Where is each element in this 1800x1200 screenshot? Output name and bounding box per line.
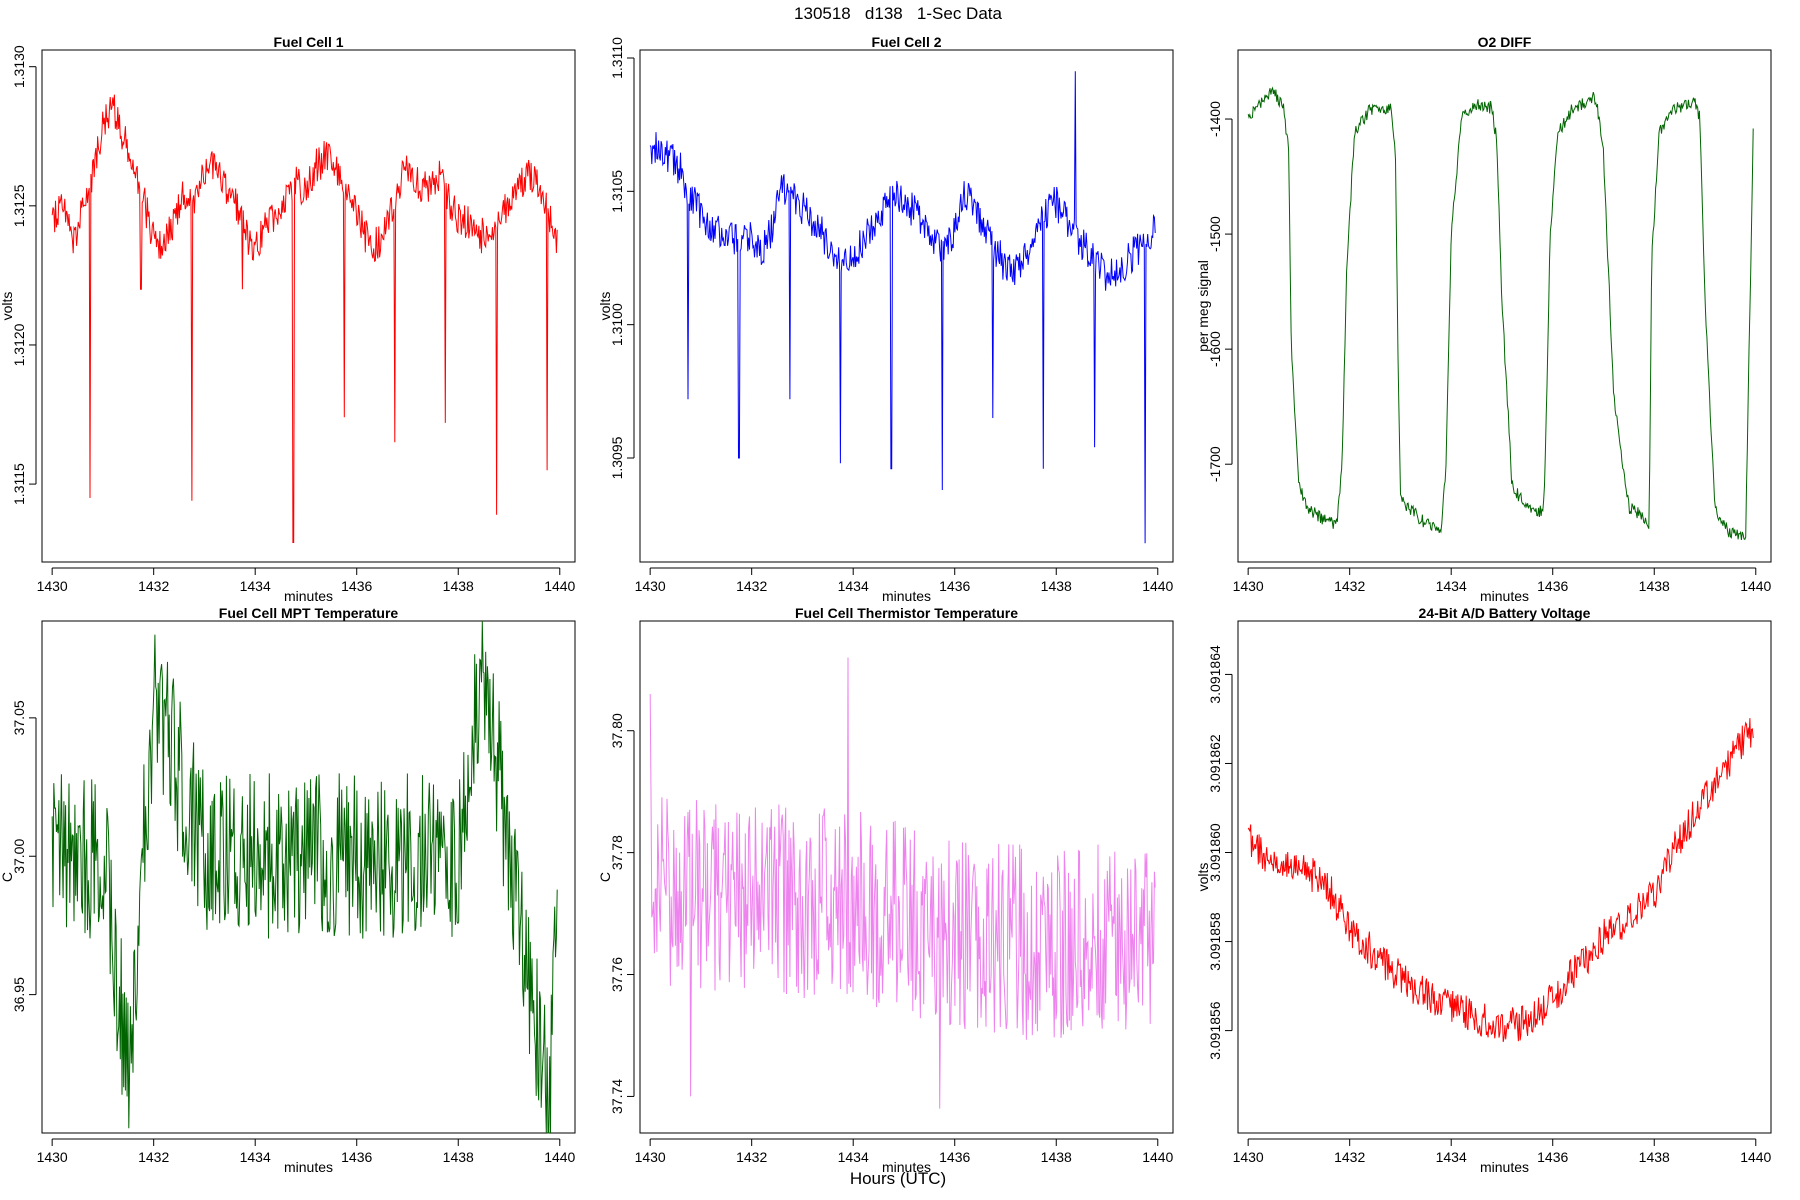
fuel-cell-1-y-tick-label: 1.3125	[11, 184, 27, 227]
fuel-cell-1-x-label: minutes	[284, 588, 333, 604]
fuel-cell-thermistor-temperature-y-tick-label: 37.74	[609, 1079, 625, 1114]
fuel-cell-thermistor-temperature-series-line	[649, 657, 1156, 1109]
fuel-cell-thermistor-temperature-x-tick-label: 1434	[838, 1149, 869, 1165]
fuel-cell-mpt-temperature-y-tick-label: 37.05	[11, 700, 27, 735]
fuel-cell-1-y-tick-label: 1.3115	[11, 463, 27, 505]
fuel-cell-thermistor-temperature-x-tick-label: 1436	[939, 1149, 970, 1165]
fuel-cell-2-x-tick-label: 1434	[838, 578, 869, 594]
24-bit-a-d-battery-voltage-frame	[1237, 620, 1772, 1134]
fuel-cell-mpt-temperature-x-tick-label: 1436	[341, 1149, 372, 1165]
fuel-cell-mpt-temperature-x-tick-label: 1432	[138, 1149, 169, 1165]
figure-bottom-label: Hours (UTC)	[850, 1169, 946, 1188]
fuel-cell-thermistor-temperature-y-label: C	[597, 872, 613, 882]
fuel-cell-thermistor-temperature-x-tick-label: 1430	[635, 1149, 666, 1165]
24-bit-a-d-battery-voltage-y-tick-label: 3.091864	[1207, 645, 1223, 704]
24-bit-a-d-battery-voltage-series-line	[1247, 718, 1754, 1042]
fuel-cell-mpt-temperature-x-tick-label: 1430	[37, 1149, 68, 1165]
24-bit-a-d-battery-voltage-x-tick-label: 1438	[1639, 1149, 1670, 1165]
fuel-cell-mpt-temperature-panel: Fuel Cell MPT Temperature 1430 1432 1434 143…	[0, 605, 576, 1175]
fuel-cell-mpt-temperature-x-tick-label: 1434	[240, 1149, 271, 1165]
fuel-cell-mpt-temperature-y-label: C	[0, 872, 15, 882]
fuel-cell-1-y-tick-label: 1.3120	[11, 323, 27, 366]
24-bit-a-d-battery-voltage-x-tick-label: 1432	[1334, 1149, 1365, 1165]
fuel-cell-1-x-tick-label: 1436	[341, 578, 372, 594]
24-bit-a-d-battery-voltage-x-label: minutes	[1480, 1159, 1529, 1175]
fuel-cell-1-x-tick-label: 1430	[37, 578, 68, 594]
fuel-cell-2-title: Fuel Cell 2	[871, 34, 941, 50]
fuel-cell-1-x-tick-label: 1432	[138, 578, 169, 594]
fuel-cell-1-x-tick-label: 1438	[443, 578, 474, 594]
fuel-cell-mpt-temperature-frame	[41, 620, 576, 1134]
fuel-cell-2-y-tick-label: 1.3105	[609, 170, 625, 213]
fuel-cell-2-x-tick-label: 1432	[736, 578, 767, 594]
fuel-cell-2-x-tick-label: 1440	[1142, 578, 1173, 594]
fuel-cell-2-frame	[639, 49, 1174, 563]
24-bit-a-d-battery-voltage-title: 24-Bit A/D Battery Voltage	[1419, 605, 1591, 621]
24-bit-a-d-battery-voltage-y-tick-label: 3.091858	[1207, 912, 1223, 971]
fuel-cell-2-panel: Fuel Cell 2 1430 1432 1434 1436 1438 1440 minut…	[597, 34, 1174, 604]
24-bit-a-d-battery-voltage-panel: 24-Bit A/D Battery Voltage 1430 1432 1434 14…	[1195, 605, 1772, 1175]
fuel-cell-mpt-temperature-series-line	[51, 620, 558, 1134]
fuel-cell-thermistor-temperature-x-tick-label: 1438	[1041, 1149, 1072, 1165]
o2-diff-x-tick-label: 1440	[1740, 578, 1771, 594]
fuel-cell-mpt-temperature-x-tick-label: 1440	[544, 1149, 575, 1165]
fuel-cell-thermistor-temperature-panel: Fuel Cell Thermistor Temperature 1430 1432…	[597, 605, 1174, 1175]
fuel-cell-thermistor-temperature-title: Fuel Cell Thermistor Temperature	[795, 605, 1018, 621]
o2-diff-x-tick-label: 1432	[1334, 578, 1365, 594]
o2-diff-x-tick-label: 1430	[1233, 578, 1264, 594]
o2-diff-title: O2 DIFF	[1478, 34, 1532, 50]
figure-title: 130518 d138 1-Sec Data	[794, 4, 1002, 23]
fuel-cell-mpt-temperature-title: Fuel Cell MPT Temperature	[219, 605, 399, 621]
fuel-cell-thermistor-temperature-x-label: minutes	[882, 1159, 931, 1175]
fuel-cell-thermistor-temperature-y-tick-label: 37.80	[609, 713, 625, 748]
fuel-cell-1-x-tick-label: 1434	[240, 578, 271, 594]
fuel-cell-mpt-temperature-x-label: minutes	[284, 1159, 333, 1175]
fuel-cell-1-panel: Fuel Cell 1 1430 1432 1434 1436 1438 1440 minut…	[0, 34, 576, 604]
fuel-cell-thermistor-temperature-x-tick-label: 1440	[1142, 1149, 1173, 1165]
24-bit-a-d-battery-voltage-x-tick-label: 1430	[1233, 1149, 1264, 1165]
fuel-cell-thermistor-temperature-y-tick-label: 37.78	[609, 835, 625, 870]
o2-diff-y-label: per meg signal	[1195, 260, 1211, 352]
o2-diff-x-tick-label: 1438	[1639, 578, 1670, 594]
fuel-cell-1-y-label: volts	[0, 292, 15, 321]
fuel-cell-thermistor-temperature-x-tick-label: 1432	[736, 1149, 767, 1165]
o2-diff-y-tick-label: -1400	[1207, 101, 1223, 137]
24-bit-a-d-battery-voltage-y-tick-label: 3.091860	[1207, 823, 1223, 882]
24-bit-a-d-battery-voltage-y-tick-label: 3.091862	[1207, 734, 1223, 793]
24-bit-a-d-battery-voltage-x-tick-label: 1436	[1537, 1149, 1568, 1165]
fuel-cell-2-y-tick-label: 1.3110	[609, 37, 625, 79]
o2-diff-y-tick-label: -1700	[1207, 446, 1223, 482]
fuel-cell-2-y-label: volts	[597, 292, 613, 321]
o2-diff-panel: O2 DIFF 1430 1432 1434 1436 1438 1440 minutes -1…	[1195, 34, 1772, 604]
fuel-cell-1-frame	[41, 49, 576, 563]
fuel-cell-1-y-tick-label: 1.3130	[11, 45, 27, 88]
fuel-cell-mpt-temperature-y-tick-label: 36.95	[11, 977, 27, 1012]
fuel-cell-mpt-temperature-x-tick-label: 1438	[443, 1149, 474, 1165]
fuel-cell-2-y-tick-label: 1.3100	[609, 303, 625, 346]
fuel-cell-thermistor-temperature-frame	[639, 620, 1174, 1134]
fuel-cell-2-x-label: minutes	[882, 588, 931, 604]
fuel-cell-1-series-line	[51, 94, 558, 543]
o2-diff-x-label: minutes	[1480, 588, 1529, 604]
24-bit-a-d-battery-voltage-x-tick-label: 1440	[1740, 1149, 1771, 1165]
fuel-cell-mpt-temperature-y-tick-label: 37.00	[11, 839, 27, 874]
fuel-cell-thermistor-temperature-y-tick-label: 37.76	[609, 957, 625, 992]
24-bit-a-d-battery-voltage-y-tick-label: 3.091856	[1207, 1001, 1223, 1060]
24-bit-a-d-battery-voltage-x-tick-label: 1434	[1436, 1149, 1467, 1165]
o2-diff-series-line	[1247, 86, 1754, 541]
fuel-cell-1-title: Fuel Cell 1	[273, 34, 343, 50]
fuel-cell-2-x-tick-label: 1438	[1041, 578, 1072, 594]
fuel-cell-1-x-tick-label: 1440	[544, 578, 575, 594]
fuel-cell-2-y-tick-label: 1.3095	[609, 436, 625, 479]
o2-diff-y-tick-label: -1600	[1207, 331, 1223, 367]
fuel-cell-2-series-line	[649, 71, 1156, 544]
o2-diff-frame	[1237, 49, 1772, 563]
o2-diff-x-tick-label: 1436	[1537, 578, 1568, 594]
24-bit-a-d-battery-voltage-y-label: volts	[1195, 863, 1211, 892]
fuel-cell-2-x-tick-label: 1430	[635, 578, 666, 594]
o2-diff-y-tick-label: -1500	[1207, 216, 1223, 252]
fuel-cell-2-x-tick-label: 1436	[939, 578, 970, 594]
o2-diff-x-tick-label: 1434	[1436, 578, 1467, 594]
